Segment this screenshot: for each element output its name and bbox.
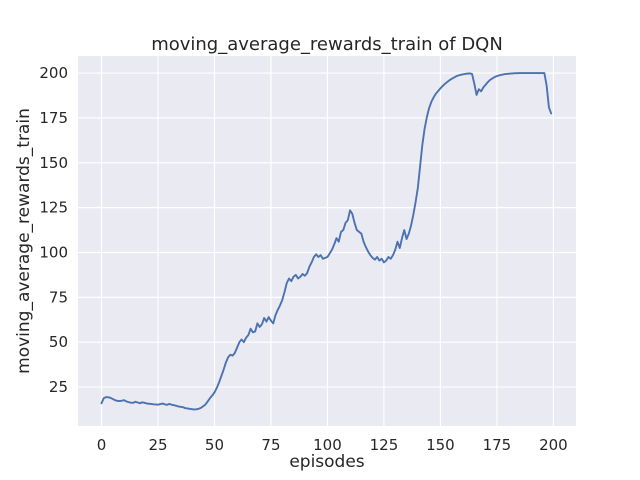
y-tick-label: 150: [39, 154, 68, 172]
y-axis-label: moving_average_rewards_train: [14, 108, 34, 374]
x-tick-label: 25: [148, 436, 167, 454]
y-tick-label: 125: [39, 199, 68, 217]
y-tick-label: 75: [49, 288, 68, 306]
series-line: [100, 72, 553, 411]
x-tick-label: 0: [97, 436, 107, 454]
x-tick-label: 50: [205, 436, 224, 454]
x-axis-label: episodes: [289, 452, 365, 472]
y-tick-label: 175: [39, 109, 68, 127]
y-tick-label: 25: [49, 378, 68, 396]
x-tick-label: 175: [483, 436, 512, 454]
y-tick-label: 50: [49, 333, 68, 351]
x-tick-label: 75: [261, 436, 280, 454]
x-tick-label: 200: [539, 436, 568, 454]
y-tick-label: 100: [39, 243, 68, 261]
x-tick-label: 100: [313, 436, 342, 454]
x-tick-label: 150: [426, 436, 455, 454]
chart-title: moving_average_rewards_train of DQN: [151, 34, 503, 55]
x-tick-label: 125: [370, 436, 399, 454]
y-tick-label: 200: [39, 64, 68, 82]
